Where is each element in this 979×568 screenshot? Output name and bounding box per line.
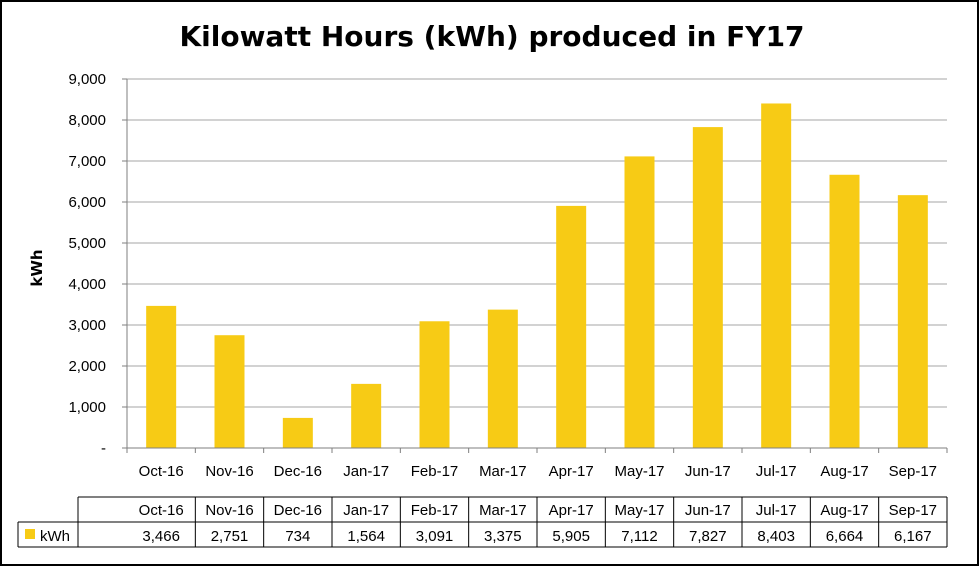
bar [829, 174, 860, 448]
data-table: Oct-16 3,466 Nov-16 2,751 Dec-16 734 Jan-17 1,5… [17, 496, 948, 548]
y-tick-label: 5,000 [68, 235, 106, 252]
bar [214, 335, 245, 448]
table-value-cell: 1,564 [347, 528, 385, 545]
table-header-cell: Dec-16 [274, 502, 322, 519]
x-tick-label: Nov-16 [205, 463, 253, 480]
x-tick-label: Oct-16 [139, 463, 184, 480]
table-header-cell: Apr-17 [549, 502, 594, 519]
x-tick-label: Sep-17 [889, 463, 937, 480]
table-value-cell: 6,167 [894, 528, 932, 545]
x-tick-label: Mar-17 [479, 463, 527, 480]
y-tick-label: 4,000 [68, 276, 106, 293]
bar [146, 305, 177, 448]
x-tick-label: Jul-17 [756, 463, 797, 480]
table-header-cell: Feb-17 [411, 502, 459, 519]
x-tick-label: Aug-17 [820, 463, 868, 480]
bar [761, 103, 792, 449]
bar [556, 205, 587, 448]
table-header-cell: Mar-17 [479, 502, 527, 519]
table-header-cell: Oct-16 [139, 502, 184, 519]
y-tick-label: 9,000 [68, 71, 106, 88]
table-header-cell: Jul-17 [756, 502, 797, 519]
bar [282, 417, 313, 448]
y-tick-label: 7,000 [68, 153, 106, 170]
table-header-cell: Aug-17 [820, 502, 868, 519]
table-header-cell: May-17 [614, 502, 664, 519]
gridlines [127, 78, 947, 408]
axes: - 1,000 2,000 3,000 4,000 5,000 6,000 7,000 8,00… [68, 71, 948, 480]
legend-swatch [25, 529, 35, 539]
x-tick-label: Jan-17 [343, 463, 389, 480]
table-value-cell: 734 [285, 528, 310, 545]
y-tick-label: 1,000 [68, 399, 106, 416]
table-value-cell: 5,905 [552, 528, 590, 545]
x-tick-label: Feb-17 [411, 463, 459, 480]
bar [351, 383, 382, 448]
table-value-cell: 3,466 [142, 528, 180, 545]
bar [692, 127, 723, 448]
legend-label: kWh [40, 528, 70, 545]
table-value-cell: 7,827 [689, 528, 727, 545]
y-tick-label: 3,000 [68, 317, 106, 334]
table-header-cell: Nov-16 [205, 502, 253, 519]
y-tick-label: 8,000 [68, 112, 106, 129]
x-tick-label: Dec-16 [274, 463, 322, 480]
x-tick-label: Jun-17 [685, 463, 731, 480]
x-tick-label: May-17 [614, 463, 664, 480]
y-tick-label: 6,000 [68, 194, 106, 211]
bar-series [146, 103, 928, 449]
y-tick-label: 2,000 [68, 358, 106, 375]
table-value-cell: 7,112 [621, 528, 657, 545]
bar [487, 309, 518, 448]
table-value-cell: 8,403 [757, 528, 795, 545]
y-tick-label: - [101, 440, 106, 457]
table-header-cell: Jan-17 [343, 502, 389, 519]
y-axis-label: kWh [28, 249, 46, 286]
table-value-cell: 2,751 [211, 528, 249, 545]
x-tick-label: Apr-17 [549, 463, 594, 480]
bar [419, 321, 450, 448]
bar [897, 195, 928, 448]
table-header-cell: Jun-17 [685, 502, 731, 519]
table-value-cell: 6,664 [826, 528, 864, 545]
chart-title: Kilowatt Hours (kWh) produced in FY17 [179, 20, 804, 53]
table-value-cell: 3,375 [484, 528, 522, 545]
table-value-cell: 3,091 [416, 528, 454, 545]
bar [624, 156, 655, 448]
table-header-cell: Sep-17 [889, 502, 937, 519]
